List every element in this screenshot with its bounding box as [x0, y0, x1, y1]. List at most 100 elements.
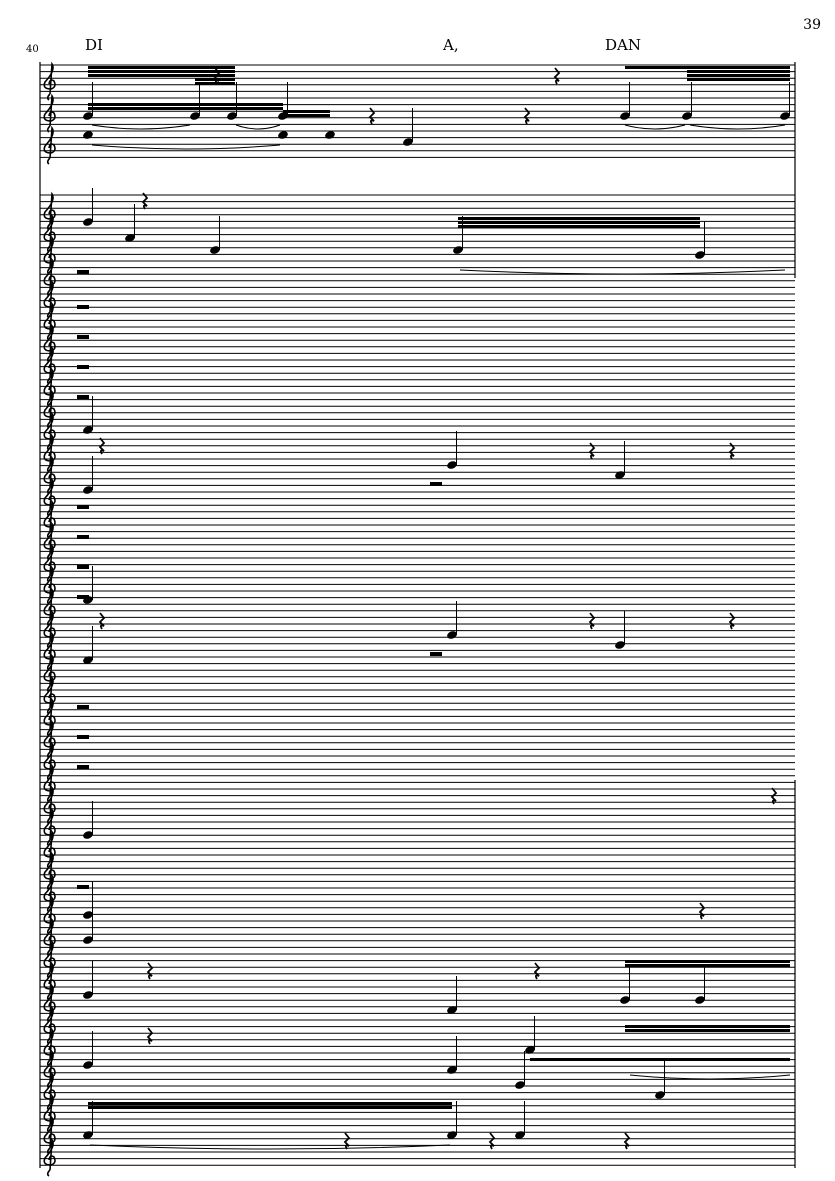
quarter-rest-icon	[523, 107, 531, 125]
notehead	[447, 1131, 457, 1139]
note-beam	[195, 78, 235, 81]
notehead	[210, 246, 220, 254]
quarter-rest-icon	[770, 787, 778, 805]
quarter-rest-icon	[368, 107, 376, 125]
quarter-rest-icon	[343, 1132, 351, 1150]
note-beam	[88, 1102, 452, 1105]
tie	[91, 124, 191, 130]
quarter-rest-icon	[146, 962, 154, 980]
notehead	[620, 112, 630, 120]
notehead	[447, 461, 457, 469]
measure-rest	[77, 365, 89, 369]
notehead	[83, 426, 93, 434]
measure-rest	[77, 395, 89, 399]
measure-rest	[77, 505, 89, 509]
measure-number: 40	[26, 44, 39, 55]
notehead	[655, 1091, 665, 1099]
quarter-rest-icon	[553, 67, 561, 85]
measure-rest	[77, 885, 89, 889]
notehead	[125, 234, 135, 242]
measure-rest	[430, 652, 442, 656]
lyric-syllable: DAN	[605, 36, 641, 54]
notehead	[83, 596, 93, 604]
notehead	[525, 1046, 535, 1054]
measure-rest	[77, 335, 89, 339]
note-beam	[88, 107, 283, 110]
notehead	[780, 112, 790, 120]
quarter-rest-icon	[141, 192, 149, 210]
quarter-rest-icon	[623, 1132, 631, 1150]
notehead	[447, 1006, 457, 1014]
notehead	[83, 112, 93, 120]
tie	[624, 124, 686, 130]
quarter-rest-icon	[728, 442, 736, 460]
notehead	[83, 486, 93, 494]
notehead	[447, 1066, 457, 1074]
measure-rest	[77, 705, 89, 709]
note-beam	[195, 82, 235, 85]
treble-clef-icon	[43, 191, 56, 231]
treble-clef-icon	[43, 61, 56, 101]
notehead	[325, 131, 335, 139]
notehead	[447, 631, 457, 639]
tie	[629, 1074, 791, 1080]
notehead	[83, 656, 93, 664]
note-beam	[283, 110, 330, 113]
quarter-rest-icon	[728, 612, 736, 630]
notehead	[453, 246, 463, 254]
notehead	[83, 1131, 93, 1139]
note-beam	[458, 225, 700, 228]
notehead	[83, 936, 93, 944]
note-beam	[625, 964, 790, 967]
tie	[91, 144, 281, 150]
notehead	[83, 131, 93, 139]
tie	[235, 124, 281, 130]
tie	[89, 1144, 451, 1150]
quarter-rest-icon	[698, 902, 706, 920]
note-beam	[625, 1029, 790, 1032]
notehead	[227, 112, 237, 120]
quarter-rest-icon	[98, 437, 106, 455]
notehead	[83, 911, 93, 919]
note-beam	[88, 66, 235, 69]
quarter-rest-icon	[588, 612, 596, 630]
note-beam	[458, 217, 700, 220]
tie	[459, 269, 786, 275]
quarter-rest-icon	[98, 612, 106, 630]
note-beam	[458, 221, 700, 224]
note-beam	[88, 103, 283, 106]
notehead	[278, 131, 288, 139]
quarter-rest-icon	[488, 1132, 496, 1150]
note-beam	[88, 70, 235, 73]
quarter-rest-icon	[588, 442, 596, 460]
note-beam	[687, 74, 790, 77]
note-beam	[625, 960, 790, 963]
page-number: 39	[803, 17, 821, 33]
measure-rest	[77, 270, 89, 274]
quarter-rest-icon	[533, 962, 541, 980]
treble-clef-icon	[43, 1137, 56, 1177]
note-beam	[625, 1025, 790, 1028]
measure-rest	[77, 565, 89, 569]
quarter-rest-icon	[146, 1027, 154, 1045]
notehead	[403, 138, 413, 146]
notehead	[515, 1131, 525, 1139]
note-beam	[88, 1106, 452, 1109]
measure-rest	[77, 535, 89, 539]
notehead	[190, 112, 200, 120]
notehead	[515, 1081, 525, 1089]
notehead	[620, 996, 630, 1004]
note-beam	[687, 78, 790, 81]
notehead	[695, 251, 705, 259]
treble-clef-icon	[43, 93, 56, 133]
measure-rest	[77, 765, 89, 769]
note-beam	[88, 74, 235, 77]
note-beam	[625, 66, 790, 69]
notehead	[615, 641, 625, 649]
notehead	[615, 471, 625, 479]
measure-rest	[77, 595, 89, 599]
lyric-syllable: A,	[443, 36, 459, 54]
measure-rest	[430, 482, 442, 486]
notehead	[83, 991, 93, 999]
notehead	[695, 996, 705, 1004]
